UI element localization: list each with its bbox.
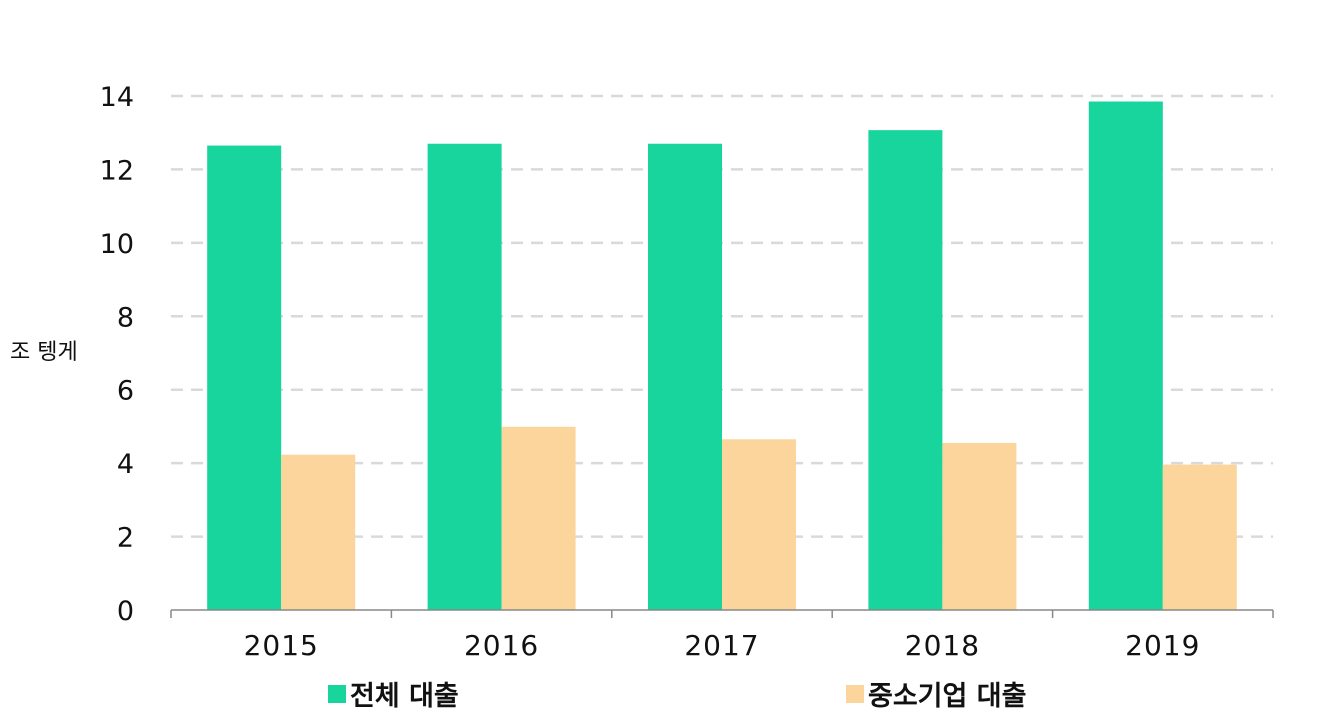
y-tick-label: 10 [100,229,134,260]
legend-swatch-sme [846,684,864,703]
bar-sme [1162,464,1237,610]
bar-sme [281,454,356,610]
bar-sme [942,442,1017,610]
y-tick-label: 14 [100,82,134,113]
y-axis-ticks: 0 2 4 6 8 10 12 14 [100,82,134,627]
legend-item-sme: 중소기업 대출 [846,674,1026,713]
bar-total [427,143,502,610]
x-tick-label: 2019 [1125,629,1200,662]
x-tick-label: 2017 [684,629,759,662]
legend-label-sme: 중소기업 대출 [868,681,1027,712]
y-tick-label: 4 [117,449,134,480]
bar-total [648,143,722,610]
bar-total [1088,101,1163,610]
x-axis-ticks: 2015 2016 2017 2018 2019 [244,629,1200,662]
legend-item-total: 전체 대출 [328,674,459,713]
x-axis [170,609,1274,618]
x-tick-label: 2015 [244,629,319,662]
y-axis-label: 조 텡게 [10,340,78,365]
y-tick-label: 0 [117,596,134,627]
x-tick-label: 2018 [905,629,980,662]
y-tick-label: 12 [100,155,134,186]
bar-total [207,145,282,611]
y-tick-label: 8 [117,302,134,333]
y-tick-label: 6 [117,376,134,407]
bar-sme [501,426,576,610]
bars [207,101,1237,611]
y-tick-label: 2 [117,523,134,554]
legend-swatch-total [328,684,346,703]
x-tick-label: 2016 [464,629,539,662]
legend-label-total: 전체 대출 [350,681,459,712]
bar-sme [722,439,796,610]
bar-total [868,130,943,610]
